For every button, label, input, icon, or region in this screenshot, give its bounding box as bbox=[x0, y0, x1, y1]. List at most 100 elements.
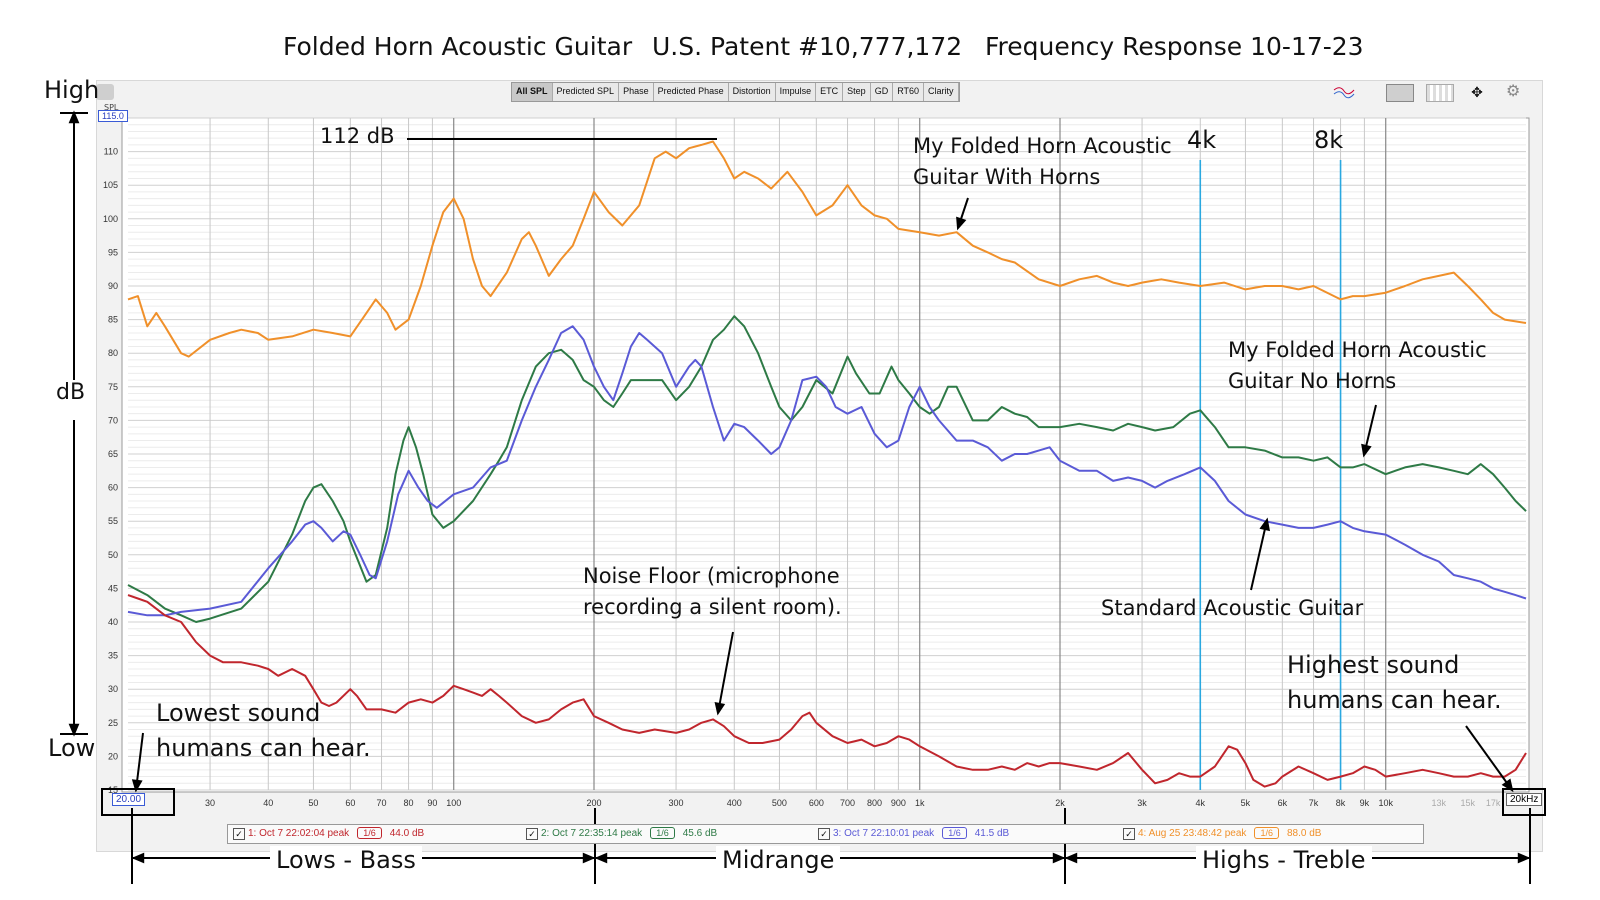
camera-icon[interactable] bbox=[96, 84, 114, 100]
tab-clarity[interactable]: Clarity bbox=[924, 83, 959, 101]
graph-controls-icon[interactable] bbox=[1386, 84, 1414, 102]
legend-smoothing[interactable]: 1/6 bbox=[650, 827, 675, 839]
title-patent: U.S. Patent #10,777,172 bbox=[652, 32, 963, 61]
legend-entry[interactable]: ✓ 2: Oct 7 22:35:14 peak 1/6 45.6 dB bbox=[526, 827, 717, 840]
legend-checkbox[interactable]: ✓ bbox=[526, 828, 538, 840]
x-tick-label: 3k bbox=[1137, 798, 1147, 808]
tab-all-spl[interactable]: All SPL bbox=[512, 83, 553, 101]
legend-value: 44.0 dB bbox=[389, 828, 425, 839]
y-unit-label: SPL bbox=[104, 103, 119, 112]
noise-arrow bbox=[717, 631, 734, 714]
y-tick-label: 40 bbox=[108, 617, 118, 627]
chart-title: Folded Horn Acoustic Guitar U.S. Patent … bbox=[0, 32, 1600, 72]
standard-guitar-label: Standard Acoustic Guitar bbox=[1101, 596, 1364, 620]
x-tick-label: 600 bbox=[809, 798, 824, 808]
y-tick-label: 75 bbox=[108, 382, 118, 392]
gear-icon[interactable]: ⚙ bbox=[1506, 83, 1521, 100]
y-tick-label: 20 bbox=[108, 751, 118, 761]
legend-label: 4: Aug 25 23:48:42 peak bbox=[1138, 828, 1247, 839]
x-tick-label: 80 bbox=[404, 798, 414, 808]
tab-etc[interactable]: ETC bbox=[816, 83, 844, 101]
highs-arrow-right-head bbox=[1517, 852, 1531, 864]
noise-floor-label-2: recording a silent room). bbox=[583, 595, 842, 619]
legend-label: 2: Oct 7 22:35:14 peak bbox=[541, 828, 643, 839]
legend-smoothing[interactable]: 1/6 bbox=[1254, 827, 1279, 839]
x-tick-label: 10k bbox=[1378, 798, 1393, 808]
x-tick-label: 900 bbox=[891, 798, 906, 808]
legend-checkbox[interactable]: ✓ bbox=[233, 828, 245, 840]
y-tick-label: 45 bbox=[108, 583, 118, 593]
x-tick-label: 4k bbox=[1196, 798, 1206, 808]
x-tick-label: 50 bbox=[308, 798, 318, 808]
noise-arrow-head bbox=[714, 701, 726, 716]
y-tick-label: 80 bbox=[108, 348, 118, 358]
series-line-blue bbox=[127, 325, 1527, 617]
tab-rt60[interactable]: RT60 bbox=[893, 83, 925, 101]
with-horns-arrow-head bbox=[956, 216, 967, 231]
legend-entry[interactable]: ✓ 3: Oct 7 22:10:01 peak 1/6 41.5 dB bbox=[818, 827, 1009, 840]
tab-impulse[interactable]: Impulse bbox=[776, 83, 817, 101]
legend-checkbox[interactable]: ✓ bbox=[1123, 828, 1135, 840]
legend-entry[interactable]: ✓ 4: Aug 25 23:48:42 peak 1/6 88.0 dB bbox=[1123, 827, 1321, 840]
x-tick-label: 100 bbox=[446, 798, 461, 808]
y-top-box[interactable]: 115.0 bbox=[98, 110, 128, 122]
tab-predicted-phase[interactable]: Predicted Phase bbox=[654, 83, 729, 101]
lowest-arrow-head bbox=[131, 779, 143, 793]
with-horns-label-2: Guitar With Horns bbox=[913, 165, 1101, 189]
standard-arrow-head bbox=[1259, 517, 1270, 532]
legend-checkbox[interactable]: ✓ bbox=[818, 828, 830, 840]
x-tick-label: 90 bbox=[427, 798, 437, 808]
no-horns-label-1: My Folded Horn Acoustic bbox=[1228, 338, 1487, 362]
y-tick-label: 70 bbox=[108, 415, 118, 425]
graph-tabs: All SPL Predicted SPL Phase Predicted Phase… bbox=[511, 82, 960, 102]
lowest-highlight-box bbox=[101, 788, 175, 816]
plot-area bbox=[121, 117, 1530, 793]
series-line-orange bbox=[127, 140, 1527, 358]
legend-smoothing[interactable]: 1/6 bbox=[357, 827, 382, 839]
noise-floor-label-1: Noise Floor (microphone bbox=[583, 564, 840, 588]
standard-arrow bbox=[1250, 519, 1268, 591]
x-tick-label: 17k bbox=[1486, 798, 1501, 808]
band-highs-label: Highs - Treble bbox=[1196, 846, 1372, 874]
tab-phase[interactable]: Phase bbox=[619, 83, 654, 101]
tab-predicted-spl[interactable]: Predicted SPL bbox=[553, 83, 620, 101]
mid-arrow-right-head bbox=[1052, 852, 1066, 864]
y-tick-label: 25 bbox=[108, 718, 118, 728]
title-date: Frequency Response 10-17-23 bbox=[985, 32, 1364, 61]
x-tick-label: 7k bbox=[1309, 798, 1319, 808]
y-tick-label: 110 bbox=[104, 147, 118, 157]
legend-value: 88.0 dB bbox=[1286, 828, 1322, 839]
legend-smoothing[interactable]: 1/6 bbox=[942, 827, 967, 839]
x-start-box[interactable]: 20.00 bbox=[112, 793, 146, 806]
marker-8k-label: 8k bbox=[1314, 126, 1344, 154]
y-tick-label: 35 bbox=[108, 651, 118, 661]
x-tick-label: 400 bbox=[727, 798, 742, 808]
y-tick-label: 60 bbox=[108, 483, 118, 493]
x-tick-label: 200 bbox=[586, 798, 601, 808]
x-tick-label: 70 bbox=[377, 798, 387, 808]
legend-value: 45.6 dB bbox=[682, 828, 718, 839]
y-tick-label: 15 bbox=[108, 785, 118, 795]
y-tick-label: 50 bbox=[108, 550, 118, 560]
band-lows-label: Lows - Bass bbox=[270, 846, 422, 874]
fit-arrows-icon[interactable]: ✥ bbox=[1471, 84, 1483, 100]
legend-entry[interactable]: ✓ 1: Oct 7 22:02:04 peak 1/6 44.0 dB bbox=[233, 827, 424, 840]
x-end-box[interactable]: 20kHz bbox=[1506, 793, 1543, 806]
y-tick-label: 30 bbox=[108, 684, 118, 694]
legend-toggle-icon[interactable] bbox=[1332, 84, 1356, 100]
overlay-icon[interactable] bbox=[1426, 84, 1454, 102]
low-label: Low bbox=[48, 734, 96, 762]
legend: ✓ 1: Oct 7 22:02:04 peak 1/6 44.0 dB ✓ 2: Oct… bbox=[227, 824, 1424, 844]
lowest-sound-label-1: Lowest sound bbox=[156, 699, 321, 727]
tab-step[interactable]: Step bbox=[843, 83, 871, 101]
y-tick-label: 65 bbox=[108, 449, 118, 459]
lows-arrow-right-head bbox=[582, 852, 596, 864]
no-horns-arrow-head bbox=[1361, 443, 1372, 458]
x-tick-label: 500 bbox=[772, 798, 787, 808]
tab-gd[interactable]: GD bbox=[871, 83, 894, 101]
tab-distortion[interactable]: Distortion bbox=[729, 83, 776, 101]
x-tick-label: 1k bbox=[915, 798, 925, 808]
y-tick-label: 85 bbox=[108, 315, 118, 325]
marker-4k-label: 4k bbox=[1187, 126, 1217, 154]
